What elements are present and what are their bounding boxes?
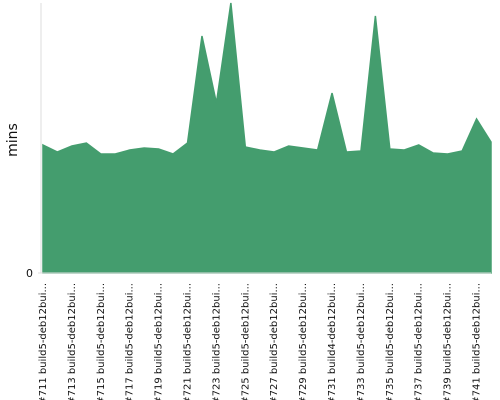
x-tick-label: #719 build5-deb12bui... <box>154 283 165 400</box>
y-axis-label: mins <box>5 123 21 157</box>
x-tick-label: #733 build5-deb12bui... <box>356 283 367 400</box>
x-tick-label: #725 build5-deb12bui... <box>240 283 251 400</box>
x-tick-label: #717 build5-deb12bui... <box>125 283 136 400</box>
area <box>42 2 492 274</box>
x-tick-label: #737 build5-deb12bui... <box>414 283 425 400</box>
x-tick-label: #713 build5-deb12bui... <box>67 283 78 400</box>
x-tick-label: #711 build5-deb12bui... <box>38 283 49 400</box>
y-tick-label: 0 <box>26 267 33 280</box>
x-tick-label: #715 build5-deb12bui... <box>96 283 107 400</box>
x-tick-label: #731 build4-deb12bui... <box>327 283 338 400</box>
x-tick-label: #741 build5-deb12bui... <box>472 283 483 400</box>
x-tick-label: #729 build5-deb12bui... <box>298 283 309 400</box>
x-tick-label: #723 build5-deb12bui... <box>211 283 222 400</box>
x-tick-label: #721 build5-deb12bui... <box>183 283 194 400</box>
x-tick-label: #739 build5-deb12bui... <box>443 283 454 400</box>
x-tick-label: #735 build5-deb12bui... <box>385 283 396 400</box>
x-tick-label: #727 build5-deb12bui... <box>269 283 280 400</box>
